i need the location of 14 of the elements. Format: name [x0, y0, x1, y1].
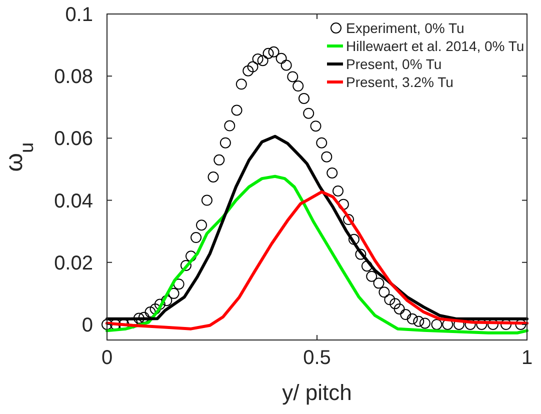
legend-label: Experiment, 0% Tu — [346, 20, 464, 36]
y-tick-label: 0.02 — [54, 252, 93, 274]
y-tick-label: 0.06 — [54, 128, 93, 150]
legend-label: Present, 3.2% Tu — [346, 74, 454, 90]
y-tick-label: 0.1 — [65, 4, 93, 26]
x-axis-title: y/ pitch — [282, 380, 352, 405]
y-tick-label: 0 — [82, 314, 93, 336]
x-tick-label: 0.5 — [303, 347, 331, 369]
y-tick-label: 0.04 — [54, 190, 93, 212]
x-tick-label: 0 — [101, 347, 113, 369]
y-tick-label: 0.08 — [54, 66, 93, 88]
x-tick-label: 1 — [521, 347, 533, 369]
legend-label: Present, 0% Tu — [346, 56, 442, 72]
legend-label: Hillewaert et al. 2014, 0% Tu — [346, 38, 524, 54]
